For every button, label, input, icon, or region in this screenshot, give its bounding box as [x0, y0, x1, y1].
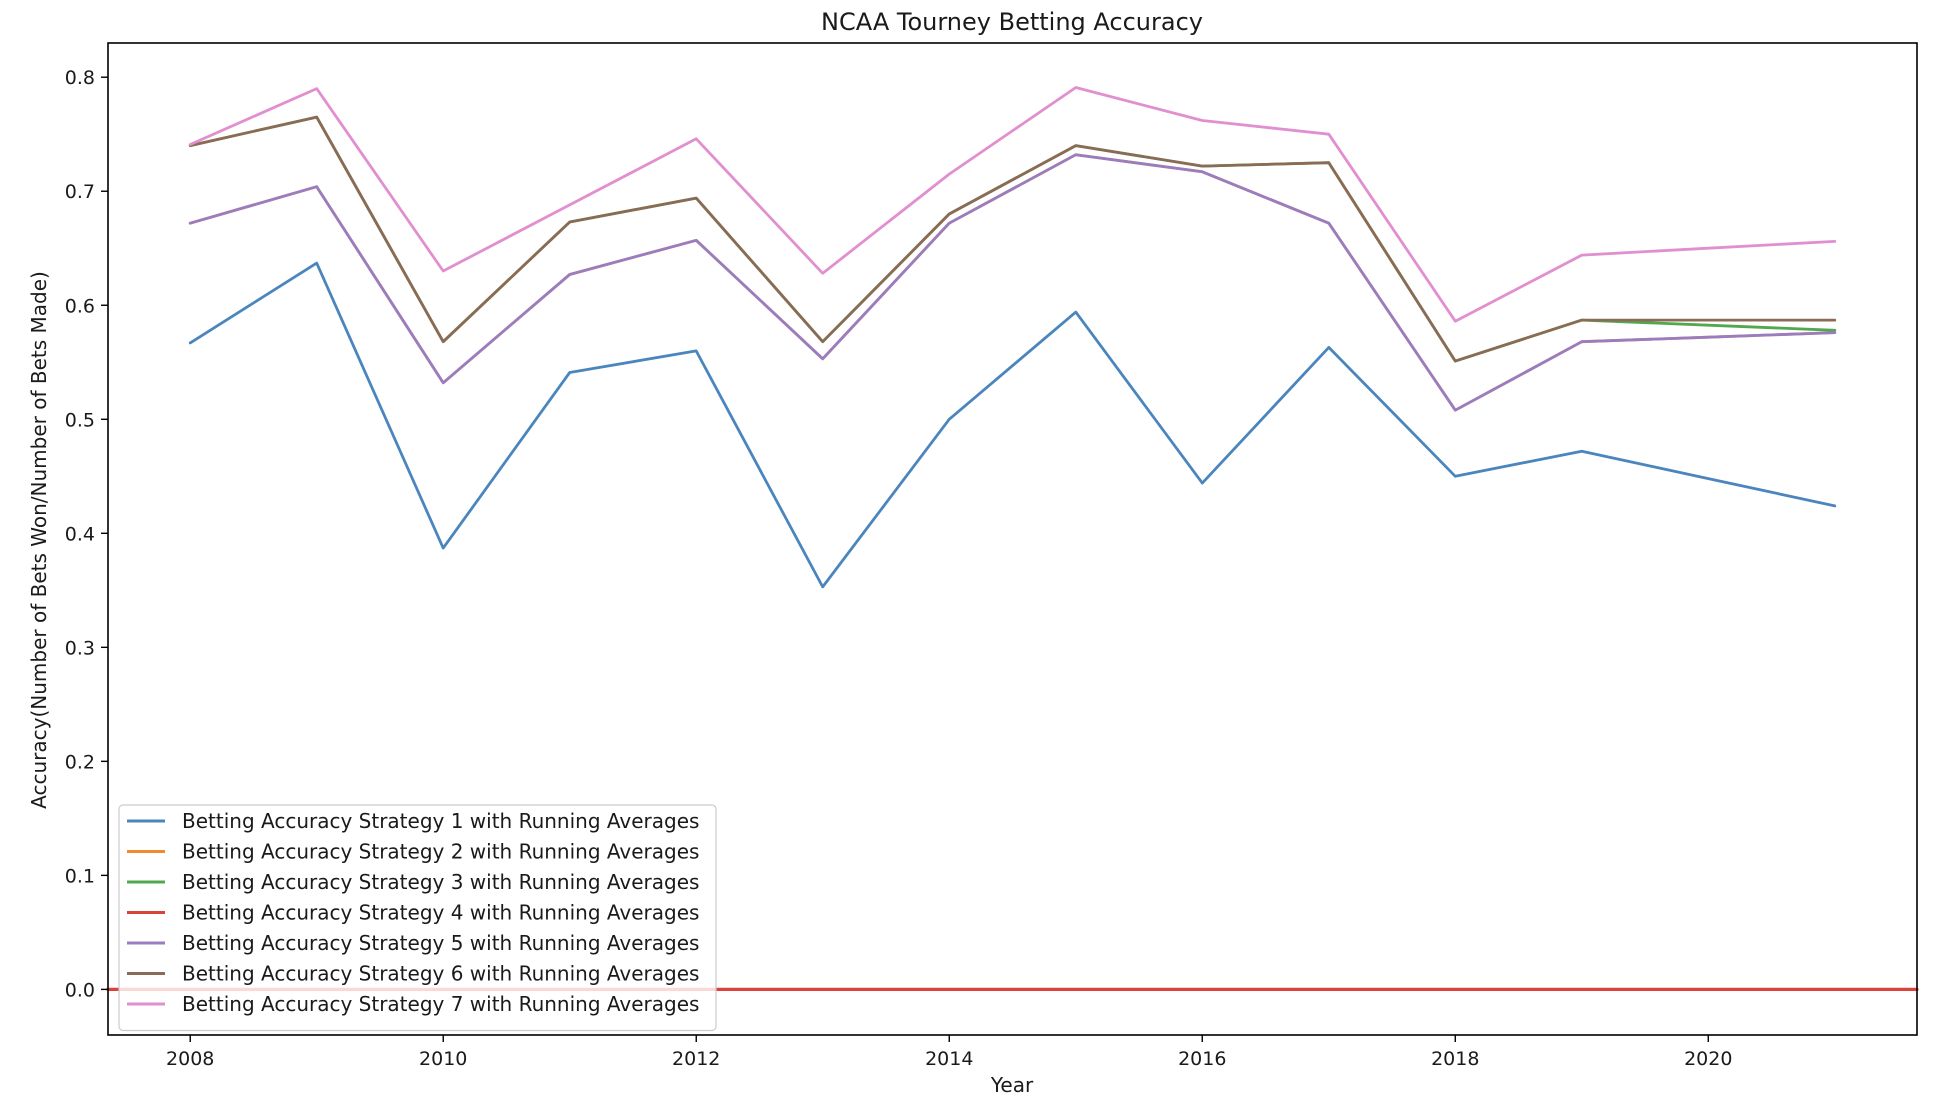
y-tick-label: 0.4: [65, 523, 95, 545]
x-axis: 2008 2010 2012 2014 2016 2018 2020: [166, 1035, 1732, 1070]
x-tick-label: 2018: [1431, 1048, 1479, 1070]
x-tick-label: 2012: [672, 1048, 720, 1070]
y-tick-label: 0.6: [65, 295, 95, 317]
series-line-5: [188, 153, 1837, 412]
x-tick-label: 2010: [419, 1048, 467, 1070]
series-line-6: [188, 115, 1837, 363]
plot-frame: [107, 42, 1918, 1036]
x-tick-label: 2008: [166, 1048, 214, 1070]
y-axis-label: Accuracy(Number of Bets Won/Number of Be…: [27, 271, 51, 809]
legend-label: Betting Accuracy Strategy 2 with Running…: [182, 840, 699, 864]
legend-label: Betting Accuracy Strategy 6 with Running…: [182, 962, 699, 986]
series-line-3: [188, 115, 1837, 363]
x-tick-label: 2016: [1178, 1048, 1226, 1070]
legend: Betting Accuracy Strategy 1 with Running…: [118, 804, 717, 1032]
y-axis: 0.0 0.1 0.2 0.3 0.4 0.5 0.6 0.7 0.8: [65, 67, 108, 1001]
legend-label: Betting Accuracy Strategy 4 with Running…: [182, 901, 699, 925]
y-tick-label: 0.0: [65, 979, 95, 1001]
x-axis-label: Year: [990, 1073, 1034, 1097]
y-tick-label: 0.5: [65, 409, 95, 431]
y-tick-label: 0.3: [65, 637, 95, 659]
y-tick-label: 0.1: [65, 865, 95, 887]
x-tick-label: 2020: [1684, 1048, 1732, 1070]
y-tick-label: 0.8: [65, 67, 95, 89]
legend-label: Betting Accuracy Strategy 7 with Running…: [182, 992, 699, 1016]
y-tick-label: 0.7: [65, 181, 95, 203]
legend-label: Betting Accuracy Strategy 1 with Running…: [182, 809, 699, 833]
legend-label: Betting Accuracy Strategy 3 with Running…: [182, 870, 699, 894]
x-tick-label: 2014: [925, 1048, 973, 1070]
legend-box: [118, 804, 717, 1032]
chart-title: NCAA Tourney Betting Accuracy: [821, 8, 1203, 36]
series-line-1: [188, 261, 1837, 589]
y-tick-label: 0.2: [65, 751, 95, 773]
series-line-7: [188, 86, 1837, 323]
legend-label: Betting Accuracy Strategy 5 with Running…: [182, 931, 699, 955]
